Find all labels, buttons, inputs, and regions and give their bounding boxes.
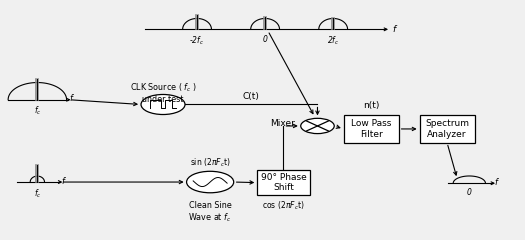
FancyBboxPatch shape [419,115,475,143]
Text: $f$: $f$ [61,175,67,186]
Text: -2$f_c$: -2$f_c$ [190,35,205,47]
Text: Clean Sine
Wave at $f_c$: Clean Sine Wave at $f_c$ [188,201,232,224]
Text: C(t): C(t) [243,92,260,101]
Text: cos (2$\pi F_c$t): cos (2$\pi F_c$t) [262,199,304,212]
Text: sin (2$\pi F_c$t): sin (2$\pi F_c$t) [190,156,230,169]
Text: $f$: $f$ [392,23,398,34]
FancyBboxPatch shape [257,170,310,195]
Text: 0: 0 [262,35,268,44]
Text: 0: 0 [467,188,472,198]
Text: Low Pass
Filter: Low Pass Filter [351,119,391,139]
Text: 90° Phase
Shift: 90° Phase Shift [260,173,306,192]
Text: Mixer: Mixer [270,119,296,128]
Text: $f_c$: $f_c$ [34,105,41,117]
Text: CLK Source ( $f_c$ )
under test: CLK Source ( $f_c$ ) under test [130,81,196,104]
Text: $f$: $f$ [494,176,499,187]
FancyBboxPatch shape [344,115,398,143]
Circle shape [186,171,234,193]
Circle shape [301,118,334,134]
Text: $f_c$: $f_c$ [34,187,41,200]
Text: 2$f_c$: 2$f_c$ [327,35,339,47]
Text: $f$: $f$ [69,92,76,103]
Text: n(t): n(t) [363,102,380,110]
Circle shape [141,95,185,114]
Text: Spectrum
Analyzer: Spectrum Analyzer [425,119,469,139]
